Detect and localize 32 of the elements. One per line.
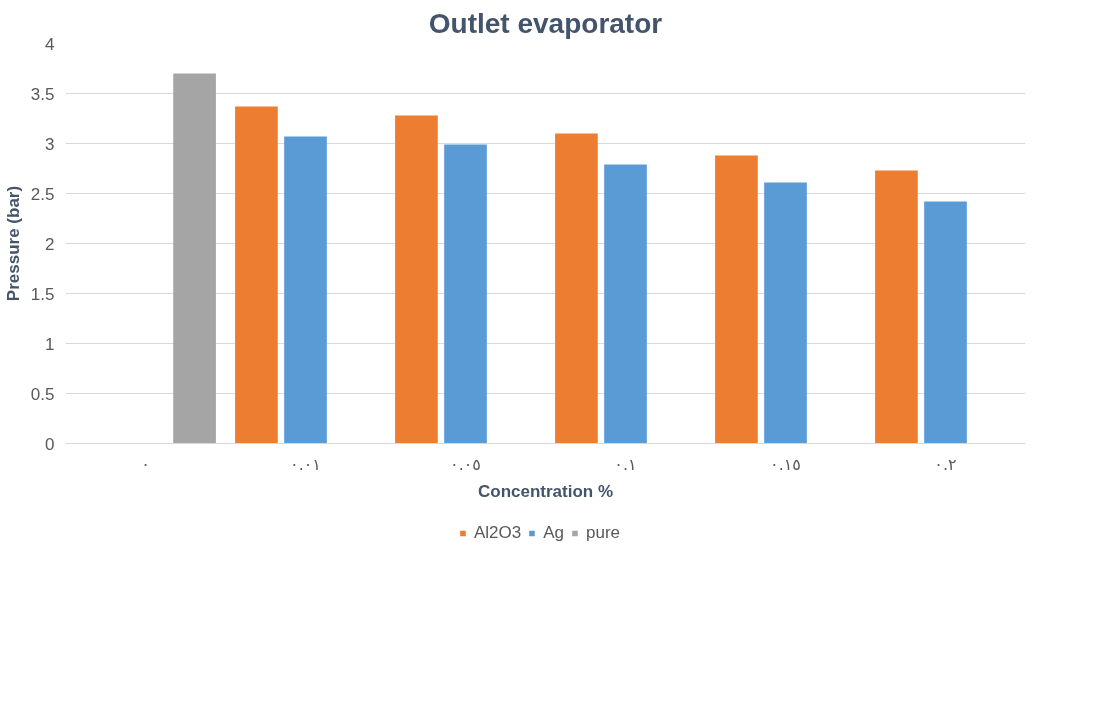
x-tick-label: ٠.٠٥ <box>450 454 481 474</box>
y-tick-label: 1.5 <box>30 284 55 304</box>
bar <box>604 164 647 444</box>
bar <box>284 136 327 444</box>
bar <box>764 182 807 444</box>
y-tick-label: 1 <box>45 334 55 354</box>
y-tick-label: 3.5 <box>30 84 55 104</box>
x-tick-label: ٠.١٥ <box>770 454 801 474</box>
y-tick-label: 0 <box>45 434 55 454</box>
legend-label: Ag <box>543 523 565 543</box>
bar <box>875 170 918 444</box>
y-tick-label: 2 <box>45 234 55 254</box>
y-tick-label: 0.5 <box>30 384 55 404</box>
bar <box>715 155 758 444</box>
y-tick-label: 3 <box>45 134 55 154</box>
bar <box>235 106 278 444</box>
x-axis-title: Concentration % <box>477 481 614 501</box>
chart-title: Outlet evaporator <box>428 7 663 39</box>
bar <box>444 144 487 444</box>
y-axis-title: Pressure (bar) <box>3 185 23 302</box>
x-tick-label: ٠ <box>141 454 150 474</box>
x-tick-label: ٠.١ <box>614 454 637 474</box>
bar <box>555 133 598 444</box>
bar <box>924 201 967 444</box>
legend-label: pure <box>586 523 621 543</box>
bar <box>395 115 438 444</box>
x-tick-label: ٠.٠١ <box>290 454 321 474</box>
y-tick-label: 4 <box>45 34 55 54</box>
y-tick-label: 2.5 <box>30 184 55 204</box>
bar <box>173 73 216 444</box>
x-tick-label: ٠.٢ <box>934 454 957 474</box>
legend-label: Al2O3 <box>473 523 522 543</box>
